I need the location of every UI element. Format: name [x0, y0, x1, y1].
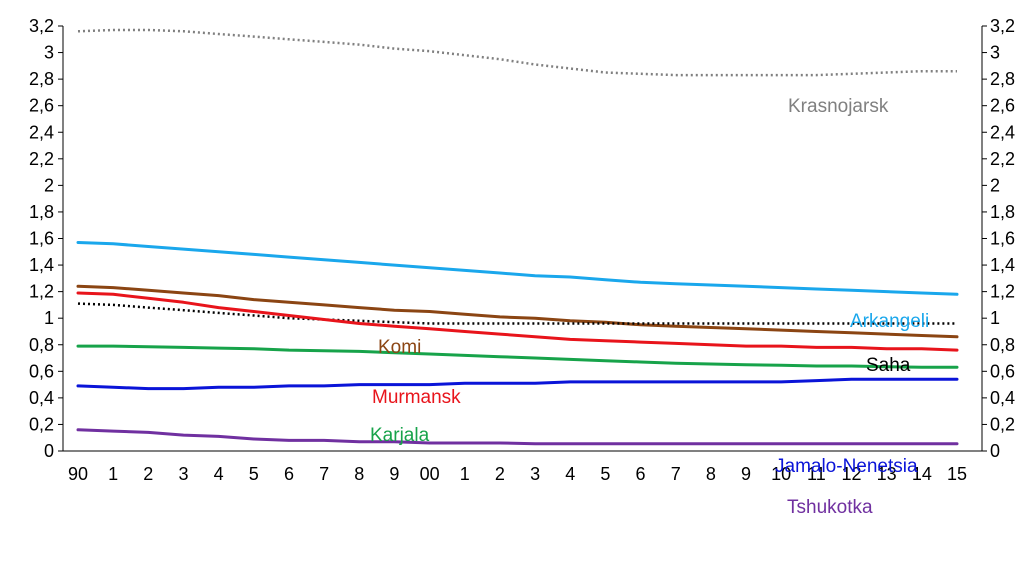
series-label-murmansk: Murmansk — [372, 387, 461, 408]
left-y-tick-label: 1 — [44, 308, 54, 328]
right-y-tick-label: 0,4 — [990, 388, 1015, 408]
series-line-tshukotka — [76, 428, 959, 446]
series-line-murmansk — [76, 291, 959, 352]
series-label-karjala: Karjala — [370, 425, 430, 446]
x-tick-label: 10 — [771, 464, 791, 484]
right-y-tick-label: 2,2 — [990, 149, 1015, 169]
left-y-tick-label: 0,4 — [29, 388, 54, 408]
series-label-tshukotka: Tshukotka — [787, 497, 873, 518]
left-y-tick-label: 3 — [44, 43, 54, 63]
x-tick-label: 1 — [460, 464, 470, 484]
series-labels: Krasnojarsk Arkangeli Komi Saha Murmansk Karj… — [370, 96, 929, 518]
x-tick-label: 9 — [389, 464, 399, 484]
x-tick-label: 6 — [636, 464, 646, 484]
left-y-tick-label: 0,8 — [29, 335, 54, 355]
x-tick-label: 3 — [178, 464, 188, 484]
right-y-tick-label: 1 — [990, 308, 1000, 328]
left-y-tick-label: 0,6 — [29, 361, 54, 381]
right-y-tick-label: 0 — [990, 441, 1000, 461]
right-y-tick-label: 0,2 — [990, 414, 1015, 434]
x-tick-label: 5 — [249, 464, 259, 484]
x-tick-label: 2 — [143, 464, 153, 484]
left-y-tick-label: 3,2 — [29, 16, 54, 36]
left-y-tick-label: 2,8 — [29, 69, 54, 89]
x-tick-label: 90 — [68, 464, 88, 484]
x-tick-label: 15 — [947, 464, 967, 484]
series-label-jamalo-nenetsia: Jamalo-Nenetsia — [775, 456, 918, 477]
x-tick-label: 3 — [530, 464, 540, 484]
left-y-tick-label: 0 — [44, 441, 54, 461]
series-line-komi — [76, 284, 959, 339]
x-tick-label: 1 — [108, 464, 118, 484]
left-y-tick-label: 0,2 — [29, 414, 54, 434]
x-tick-label: 4 — [565, 464, 575, 484]
series-label-krasnojarsk: Krasnojarsk — [788, 96, 889, 117]
left-y-tick-label: 2 — [44, 175, 54, 195]
left-y-tick-label: 1,4 — [29, 255, 54, 275]
right-y-tick-label: 2 — [990, 175, 1000, 195]
left-y-tick-label: 1,2 — [29, 282, 54, 302]
x-tick-label: 12 — [842, 464, 862, 484]
x-tick-label: 2 — [495, 464, 505, 484]
series-line-jamalo-nenetsia — [76, 377, 959, 391]
left-y-tick-label: 2,2 — [29, 149, 54, 169]
right-y-tick-label: 1,6 — [990, 229, 1015, 249]
left-y-tick-label: 1,6 — [29, 229, 54, 249]
x-tick-label: 5 — [600, 464, 610, 484]
x-tick-label: 4 — [214, 464, 224, 484]
x-tick-label: 8 — [354, 464, 364, 484]
x-tick-label: 13 — [877, 464, 897, 484]
x-tick-label: 6 — [284, 464, 294, 484]
series-label-arkangeli: Arkangeli — [850, 311, 929, 332]
left-y-tick-label: 2,6 — [29, 96, 54, 116]
right-y-tick-label: 3,2 — [990, 16, 1015, 36]
right-y-tick-label: 0,8 — [990, 335, 1015, 355]
right-y-tick-label: 2,8 — [990, 69, 1015, 89]
x-tick-label: 9 — [741, 464, 751, 484]
x-tick-label: 7 — [671, 464, 681, 484]
right-y-tick-label: 3 — [990, 43, 1000, 63]
right-y-tick-label: 2,6 — [990, 96, 1015, 116]
x-tick-label: 14 — [912, 464, 932, 484]
x-tick-label: 7 — [319, 464, 329, 484]
series-label-saha: Saha — [866, 355, 911, 376]
series-label-komi: Komi — [378, 337, 421, 358]
x-tick-label: 11 — [807, 464, 826, 484]
series-line-arkangeli — [76, 241, 959, 296]
series-line-krasnojarsk — [77, 28, 957, 77]
right-y-tick-label: 0,6 — [990, 361, 1015, 381]
right-y-tick-label: 2,4 — [990, 122, 1015, 142]
series-line-saha — [77, 302, 957, 325]
left-y-tick-label: 1,8 — [29, 202, 54, 222]
right-y-ticks: 0 0,2 0,4 0,6 0,8 1 1,2 1,4 1,6 1,8 2 2,2 2,4 2,6 2,8 3… — [982, 16, 1015, 461]
right-y-tick-label: 1,2 — [990, 282, 1015, 302]
series-line-karjala — [76, 344, 959, 369]
x-tick-label: 8 — [706, 464, 716, 484]
left-y-ticks: 0 0,2 0,4 0,6 0,8 1 1,2 1,4 1,6 1,8 2 2,2 2,4 2,6 2,8 3… — [29, 16, 63, 461]
x-tick-label: 00 — [420, 464, 440, 484]
right-y-tick-label: 1,4 — [990, 255, 1015, 275]
x-ticks: 90 1 2 3 4 5 6 7 8 9 00 1 2 3 4 5 6 7 8 9 10 11 12 13 14 15 — [68, 464, 967, 484]
series-lines — [76, 28, 959, 446]
right-y-tick-label: 1,8 — [990, 202, 1015, 222]
left-y-tick-label: 2,4 — [29, 122, 54, 142]
